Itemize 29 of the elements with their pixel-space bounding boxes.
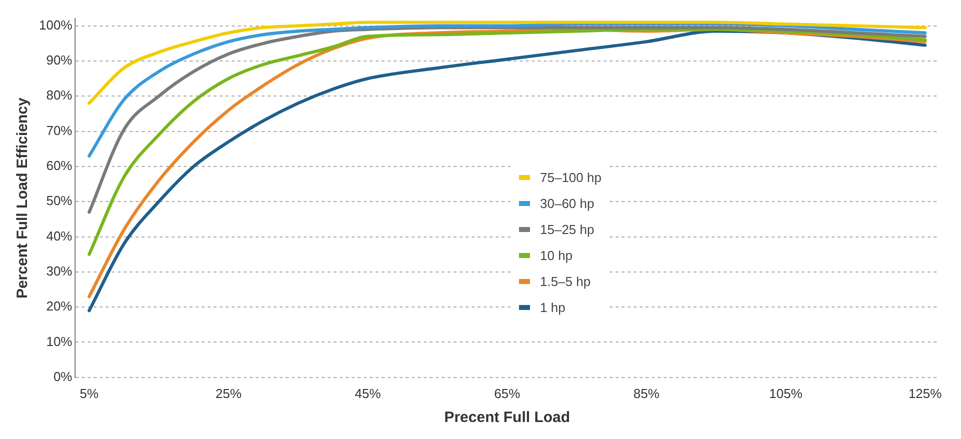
x-axis-title: Precent Full Load bbox=[444, 409, 570, 426]
legend-label: 1.5–5 hp bbox=[540, 274, 591, 288]
x-tick-label: 85% bbox=[633, 386, 660, 401]
y-tick-label: 70% bbox=[46, 122, 73, 138]
y-tick-label: 40% bbox=[46, 228, 73, 244]
y-tick-label: 80% bbox=[46, 88, 73, 103]
line-series bbox=[88, 20, 927, 105]
x-tick-label: 125% bbox=[908, 386, 942, 401]
legend-label: 1 hp bbox=[540, 300, 566, 314]
x-tick-label: 25% bbox=[215, 386, 242, 401]
y-tick-label: 60% bbox=[46, 158, 73, 174]
y-axis-title: Percent Full Load Efficiency bbox=[14, 97, 32, 299]
y-tick-label: 50% bbox=[46, 193, 73, 208]
x-tick-label: 45% bbox=[354, 386, 382, 401]
line-series bbox=[88, 22, 927, 158]
legend-label: 10 hp bbox=[540, 248, 573, 262]
legend-label: 15–25 hp bbox=[540, 222, 594, 236]
y-tick-label: 20% bbox=[46, 298, 73, 314]
legend-label: 75–100 hp bbox=[540, 170, 602, 184]
legend-label: 30–60 hp bbox=[540, 196, 594, 210]
y-tick-label: 90% bbox=[46, 52, 73, 68]
y-tick-label: 30% bbox=[46, 264, 73, 279]
x-tick-label: 5% bbox=[80, 386, 100, 401]
line-series bbox=[88, 26, 927, 214]
y-tick-label: 10% bbox=[46, 334, 73, 349]
y-tick-label: 0% bbox=[53, 368, 73, 384]
x-tick-label: 105% bbox=[769, 386, 803, 401]
y-tick-label: 100% bbox=[39, 17, 73, 32]
x-tick-label: 65% bbox=[494, 386, 521, 401]
